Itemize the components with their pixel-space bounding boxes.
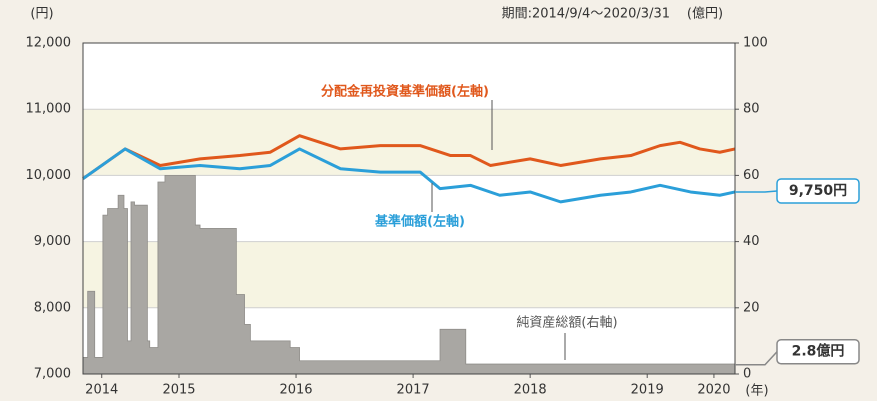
plot: 7,000 8,000 9,000 10,000 11,000 12,000 0 20 40 60… [26, 36, 860, 398]
y-tick-label: 10,000 [26, 168, 72, 183]
x-tick-label: 2017 [397, 383, 430, 398]
series-label: 分配金再投資基準価額(左軸) [321, 84, 489, 100]
area [82, 175, 736, 375]
x-tick-label: 2020 [697, 383, 730, 398]
y2-tick-label: 0 [743, 367, 751, 382]
x-tick-label: 2015 [162, 383, 195, 398]
x-unit: (年) [745, 384, 768, 399]
y-tick-label: 11,000 [26, 102, 72, 117]
callout-box [776, 338, 860, 365]
y-tick-label: 12,000 [26, 36, 72, 51]
band [83, 109, 735, 176]
x-tick-label: 2014 [85, 383, 118, 398]
y-tick-label: 7,000 [34, 367, 71, 382]
x-tick-label: 2019 [631, 383, 664, 398]
y2-tick-label: 20 [743, 300, 760, 315]
x-tick-label: 2016 [279, 383, 312, 398]
callout-label: 9,750円 [789, 183, 847, 199]
y-tick-label: 8,000 [34, 300, 71, 315]
line [82, 147, 736, 204]
plot-frame [82, 42, 736, 375]
left-unit: (円) [30, 7, 53, 22]
y2-tick-label: 100 [743, 36, 768, 51]
callout-connector [735, 351, 778, 366]
y2-tick-label: 40 [743, 234, 760, 249]
right-unit: (億円) [687, 6, 723, 22]
series-label: 純資産総額(右軸) [516, 315, 617, 331]
y-tick-label: 9,000 [34, 234, 71, 249]
callout-box [776, 178, 860, 204]
series-label: 基準価額(左軸) [374, 214, 465, 230]
y2-tick-label: 60 [743, 168, 760, 183]
callout-label: 2.8億円 [792, 343, 845, 360]
y2-tick-label: 80 [743, 102, 760, 117]
annotations: 分配金再投資基準価額(左軸) 基準価額(左軸) 純資産総額(右軸) [321, 84, 618, 360]
period: 期間:2014/9/4～2020/3/31 [502, 7, 670, 22]
x-tick-label: 2018 [514, 383, 547, 398]
callout-connector [735, 190, 778, 193]
line [82, 134, 736, 180]
